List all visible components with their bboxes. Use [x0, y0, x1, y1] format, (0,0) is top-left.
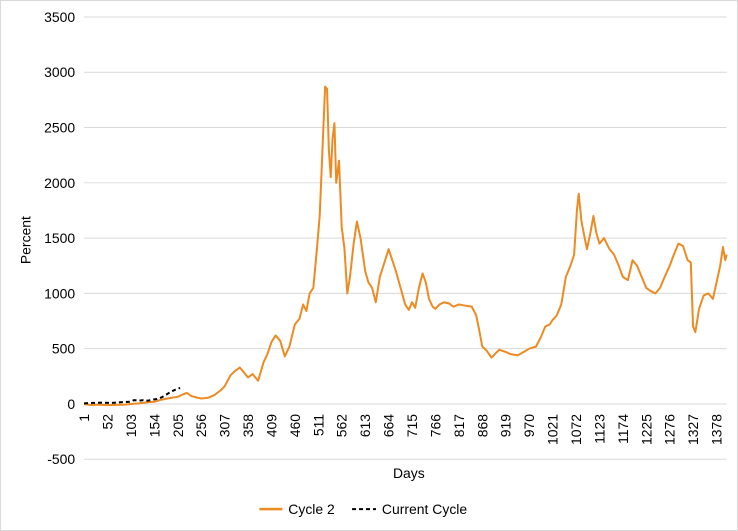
x-tick-label: 1 — [76, 414, 92, 422]
x-tick-label: 817 — [451, 414, 467, 438]
x-tick-label: 307 — [217, 414, 233, 438]
x-tick-label: 154 — [146, 414, 162, 438]
x-tick-label: 409 — [263, 414, 279, 438]
y-tick-label: 500 — [52, 341, 76, 357]
y-tick-label: 3000 — [44, 64, 75, 80]
gridlines — [84, 16, 727, 460]
x-tick-label: 511 — [310, 414, 326, 436]
series-line-cycle-2 — [83, 85, 728, 407]
y-tick-label: 1500 — [44, 230, 75, 246]
x-tick-label: 256 — [193, 414, 209, 438]
x-tick-label: 868 — [474, 414, 490, 438]
x-tick-label: 919 — [498, 414, 514, 438]
y-axis-title: Percent — [17, 216, 33, 264]
x-tick-label: 1327 — [685, 414, 701, 445]
x-tick-label: 970 — [521, 414, 537, 438]
series-line-current-cycle — [84, 387, 181, 405]
x-axis-tick-labels: 1 52 103 154 205 256 307 358 409 460 511 562 613 664 7… — [76, 414, 724, 445]
x-tick-label: 613 — [357, 414, 373, 438]
x-tick-label: 1072 — [568, 414, 584, 445]
y-tick-label: 2000 — [44, 175, 75, 191]
y-tick-label: 2500 — [44, 120, 75, 136]
x-tick-label: 52 — [99, 414, 115, 430]
legend-label-current-cycle: Current Cycle — [382, 501, 467, 517]
x-tick-label: 1276 — [662, 414, 678, 445]
y-tick-label: 1000 — [44, 285, 75, 301]
x-tick-label: 358 — [240, 414, 256, 438]
legend-label-cycle-2: Cycle 2 — [288, 501, 335, 517]
series-group — [83, 85, 728, 407]
x-tick-label: 1021 — [545, 414, 561, 445]
y-tick-label: -500 — [47, 451, 75, 467]
x-tick-label: 205 — [170, 414, 186, 438]
y-tick-label: 0 — [67, 396, 75, 412]
x-axis-title: Days — [393, 465, 425, 481]
x-tick-label: 1174 — [615, 414, 631, 444]
x-tick-label: 766 — [427, 414, 443, 438]
y-tick-label: 3500 — [44, 9, 75, 25]
x-tick-label: 715 — [404, 414, 420, 438]
x-tick-label: 103 — [123, 414, 139, 438]
y-axis-tick-labels: 3500 3000 2500 2000 1500 1000 500 0 -500 — [44, 9, 75, 467]
x-tick-label: 1225 — [638, 414, 654, 445]
x-tick-label: 562 — [334, 414, 350, 438]
x-tick-label: 1378 — [709, 414, 725, 445]
x-tick-label: 1123 — [591, 414, 607, 444]
x-tick-label: 664 — [381, 414, 397, 438]
legend: Cycle 2 Current Cycle — [259, 501, 467, 517]
x-tick-label: 460 — [287, 414, 303, 438]
